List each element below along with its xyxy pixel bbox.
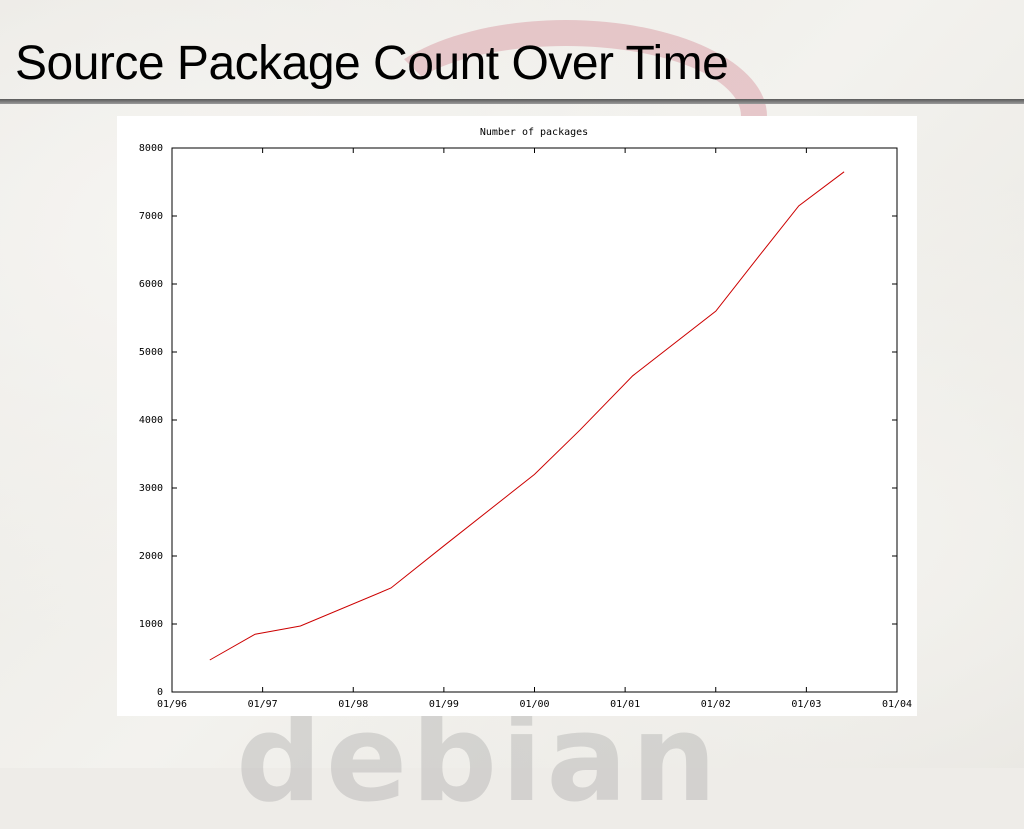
title-divider — [0, 99, 1024, 104]
x-tick-label: 01/00 — [519, 699, 549, 710]
x-tick-label: 01/96 — [157, 699, 187, 710]
plot-frame — [171, 147, 898, 693]
y-tick-label: 1000 — [139, 619, 163, 630]
x-tick-label: 01/03 — [791, 699, 821, 710]
x-tick-label: 01/98 — [338, 699, 368, 710]
x-tick-label: 01/01 — [610, 699, 640, 710]
y-tick-label: 8000 — [139, 143, 163, 154]
x-tick-label: 01/02 — [701, 699, 731, 710]
y-tick-label: 4000 — [139, 415, 163, 426]
y-tick-label: 7000 — [139, 211, 163, 222]
axes: 0 1000 2000 3000 4000 5000 6000 7000 8000 01/96 01… — [139, 143, 912, 710]
series-line-packages — [209, 171, 845, 661]
y-tick-label: 6000 — [139, 279, 163, 290]
x-tick-label: 01/99 — [429, 699, 459, 710]
x-tick-label: 01/04 — [882, 699, 912, 710]
x-tick-label: 01/97 — [248, 699, 278, 710]
y-tick-label: 2000 — [139, 551, 163, 562]
slide-title: Source Package Count Over Time — [15, 37, 729, 90]
line-chart: Number of packages 0 1000 2000 3000 4000 5000… — [139, 127, 912, 710]
y-tick-label: 5000 — [139, 347, 163, 358]
chart-panel: Number of packages 0 1000 2000 3000 4000 5000… — [117, 116, 917, 716]
y-tick-label: 0 — [157, 687, 163, 698]
series-layer — [209, 171, 845, 661]
chart-title: Number of packages — [480, 127, 588, 138]
y-tick-label: 3000 — [139, 483, 163, 494]
